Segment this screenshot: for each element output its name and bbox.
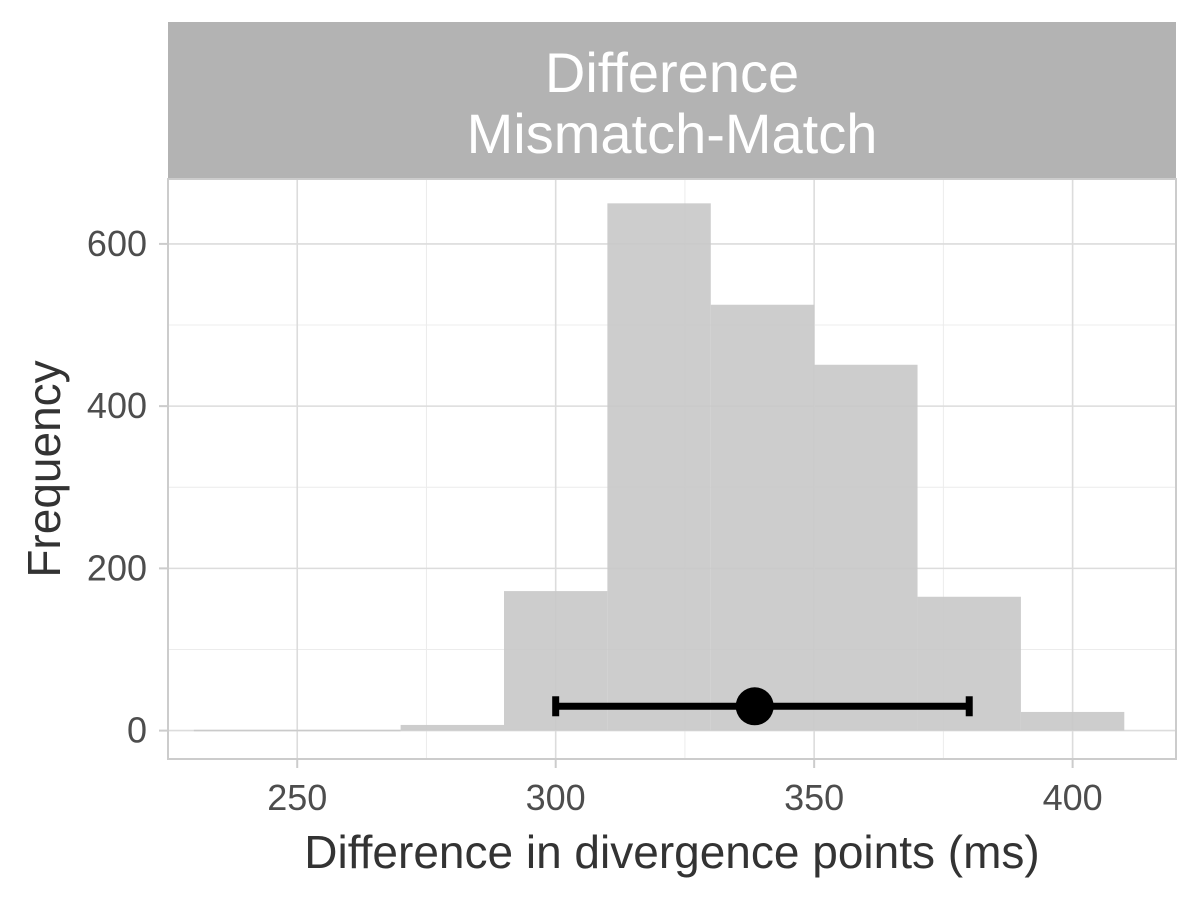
x-tick-label: 300 (526, 777, 586, 818)
y-axis-ticks: 0 200 400 600 (87, 223, 168, 751)
facet-label-line-1: Difference (545, 41, 799, 104)
y-tick-label: 200 (87, 547, 147, 588)
panel-border (167, 178, 1177, 760)
histogram-bar (814, 364, 918, 731)
interval-estimate (552, 687, 973, 726)
facet-label-line-2: Mismatch-Match (467, 102, 878, 165)
histogram-bar (297, 729, 401, 732)
x-axis-ticks: 250 300 350 400 (267, 759, 1103, 818)
histogram-bar (607, 203, 711, 731)
y-tick-label: 0 (127, 710, 147, 751)
histogram-bar (1020, 711, 1125, 731)
histogram-bar (400, 724, 504, 731)
facet-strip (168, 22, 1176, 179)
histogram-bars (193, 203, 1125, 732)
histogram-bar (193, 729, 298, 732)
y-tick-label: 400 (87, 385, 147, 426)
x-axis-title: Difference in divergence points (ms) (304, 826, 1039, 878)
x-tick-label: 250 (267, 777, 327, 818)
interval-point (735, 687, 774, 726)
y-tick-label: 600 (87, 223, 147, 264)
histogram-bar (710, 304, 815, 731)
x-tick-label: 350 (784, 777, 844, 818)
x-tick-label: 400 (1043, 777, 1103, 818)
y-axis-title: Frequency (18, 360, 70, 577)
